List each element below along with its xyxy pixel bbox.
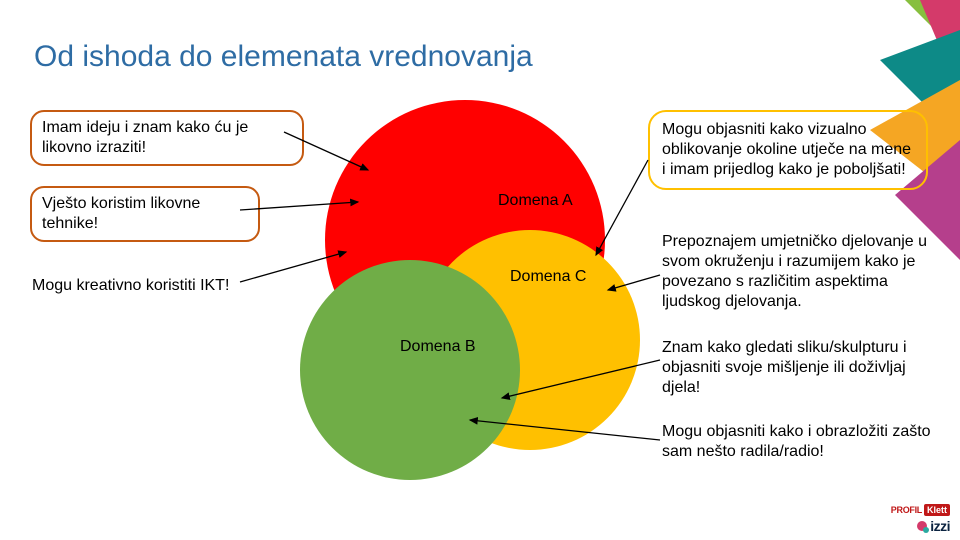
right-outcome-1: Mogu objasniti kako vizualno oblikovanje… xyxy=(648,110,928,190)
logo-area: PROFIL Klett izzi xyxy=(891,504,950,534)
izzi-dot-icon xyxy=(917,521,927,531)
venn-label-c: Domena C xyxy=(510,268,586,286)
left-outcome-2: Vješto koristim likovne tehnike! xyxy=(30,186,260,242)
logo-klett-text: Klett xyxy=(924,504,950,516)
left-outcome-1: Imam ideju i znam kako ću je likovno izr… xyxy=(30,110,304,166)
right-outcome-2: Prepoznajem umjetničko djelovanje u svom… xyxy=(662,232,946,312)
logo-izzi: izzi xyxy=(917,518,950,534)
page-title: Od ishoda do elemenata vrednovanja xyxy=(34,40,533,74)
right-outcome-3: Znam kako gledati sliku/skulpturu i obja… xyxy=(662,338,942,398)
left-outcome-3: Mogu kreativno koristiti IKT! xyxy=(30,268,284,304)
logo-profil-text: PROFIL xyxy=(891,505,922,515)
logo-profil-klett: PROFIL Klett xyxy=(891,504,950,516)
venn-label-a: Domena A xyxy=(498,192,573,210)
venn-circle-b xyxy=(300,260,520,480)
logo-izzi-text: izzi xyxy=(930,518,950,534)
right-outcome-4: Mogu objasniti kako i obrazložiti zašto … xyxy=(662,422,942,462)
venn-label-b: Domena B xyxy=(400,338,476,356)
